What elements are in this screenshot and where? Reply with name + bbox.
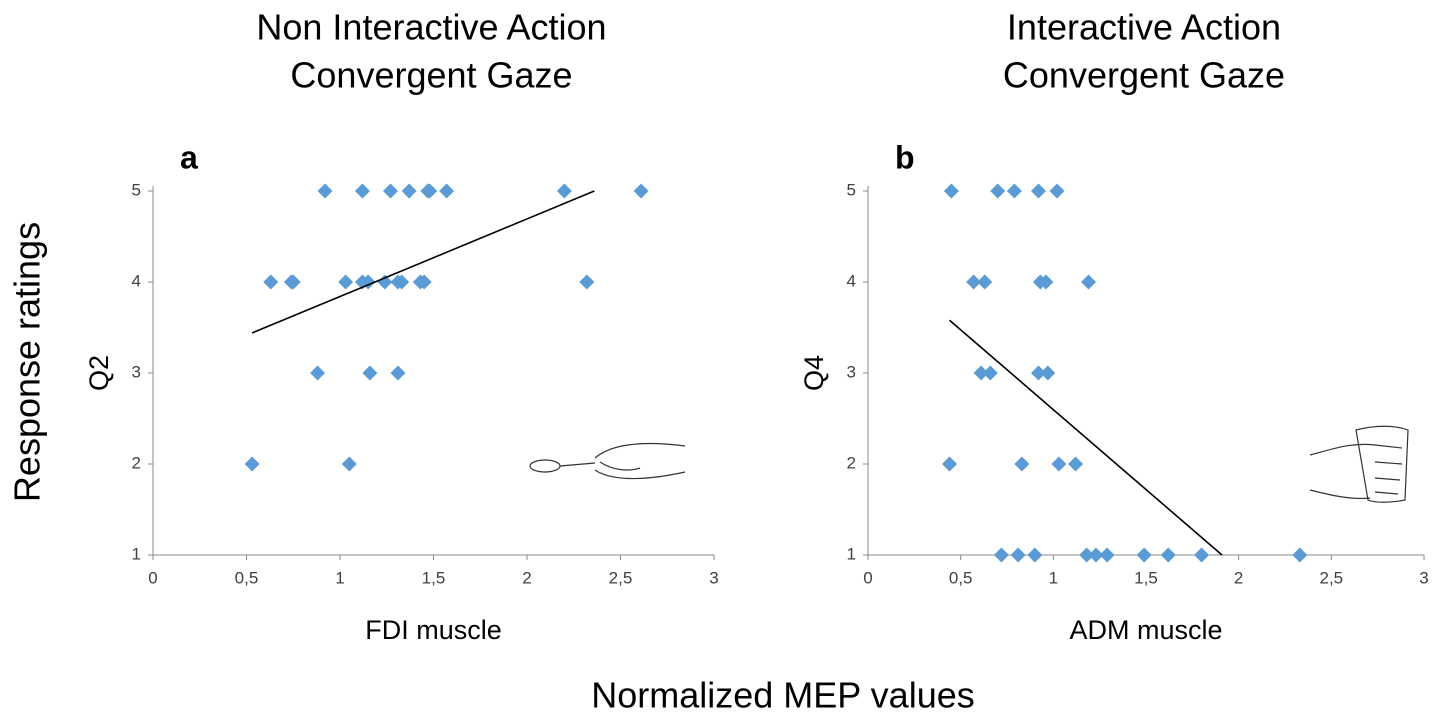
trendline: [949, 319, 1223, 556]
y-tick-label: 5: [847, 180, 856, 199]
point: [439, 183, 455, 199]
point: [317, 183, 333, 199]
x-tick-label: 2: [522, 568, 531, 587]
y-tick-label: 1: [132, 544, 141, 563]
y-tick-label: 2: [132, 453, 141, 472]
chart-subtitle: Convergent Gaze: [1003, 55, 1285, 96]
trendline: [251, 190, 595, 334]
point: [1014, 456, 1030, 472]
chart-subtitle: Convergent Gaze: [290, 55, 572, 96]
chart-title: Non Interactive Action: [256, 7, 606, 48]
point: [354, 183, 370, 199]
x-tick-label: 0,5: [949, 568, 973, 587]
point: [362, 365, 378, 381]
point: [1194, 547, 1210, 563]
point: [394, 274, 410, 290]
y-tick-label: 3: [847, 362, 856, 381]
point: [401, 183, 417, 199]
x-tick-label: 1,5: [422, 568, 446, 587]
point: [422, 183, 438, 199]
point: [966, 274, 982, 290]
shared-x-label: Normalized MEP values: [591, 675, 974, 716]
x-tick-label: 3: [709, 568, 718, 587]
point: [1292, 547, 1308, 563]
point: [244, 456, 260, 472]
point: [1027, 547, 1043, 563]
point: [1040, 365, 1056, 381]
point: [973, 365, 989, 381]
point: [990, 183, 1006, 199]
y-tick-label: 2: [847, 453, 856, 472]
x-tick-label: 0,5: [235, 568, 259, 587]
point: [1088, 547, 1104, 563]
point: [382, 183, 398, 199]
x-tick-label: 1,5: [1134, 568, 1158, 587]
point: [1010, 547, 1026, 563]
point: [993, 547, 1009, 563]
point: [1099, 547, 1115, 563]
shared-y-label: Response ratings: [7, 222, 48, 502]
x-tick-label: 2: [1234, 568, 1243, 587]
y-tick-label: 5: [132, 180, 141, 199]
point: [390, 365, 406, 381]
x-tick-label: 1: [335, 568, 344, 587]
point: [1136, 547, 1152, 563]
point: [263, 274, 279, 290]
point: [416, 274, 432, 290]
y-axis-label: Q4: [799, 355, 829, 391]
point: [579, 274, 595, 290]
point: [977, 274, 993, 290]
point: [1006, 183, 1022, 199]
point: [1049, 183, 1065, 199]
point: [1038, 274, 1054, 290]
point: [1081, 274, 1097, 290]
x-axis-label: FDI muscle: [365, 615, 502, 645]
point: [377, 274, 393, 290]
spoon-hand-icon: [529, 442, 686, 480]
point: [341, 456, 357, 472]
point: [1160, 547, 1176, 563]
y-tick-label: 3: [132, 362, 141, 381]
y-tick-label: 1: [847, 544, 856, 563]
point: [982, 365, 998, 381]
cup-hand-icon: [1309, 425, 1409, 503]
y-tick-label: 4: [132, 271, 141, 290]
panel-label: a: [180, 139, 198, 175]
x-tick-label: 0: [148, 568, 157, 587]
point: [1031, 365, 1047, 381]
point: [1068, 456, 1084, 472]
panel-label: b: [895, 139, 915, 175]
x-tick-label: 0: [863, 568, 872, 587]
x-tick-label: 3: [1419, 568, 1428, 587]
y-axis-label: Q2: [84, 355, 114, 391]
chart-title: Interactive Action: [1007, 7, 1281, 48]
x-tick-label: 2,5: [609, 568, 633, 587]
point: [285, 274, 301, 290]
x-tick-label: 2,5: [1320, 568, 1344, 587]
point: [633, 183, 649, 199]
point: [310, 365, 326, 381]
point: [338, 274, 354, 290]
point: [1079, 547, 1095, 563]
point: [1051, 456, 1067, 472]
y-tick-label: 4: [847, 271, 856, 290]
point: [942, 456, 958, 472]
point: [1031, 183, 1047, 199]
point: [556, 183, 572, 199]
x-axis-label: ADM muscle: [1069, 615, 1222, 645]
x-tick-label: 1: [1049, 568, 1058, 587]
point: [943, 183, 959, 199]
